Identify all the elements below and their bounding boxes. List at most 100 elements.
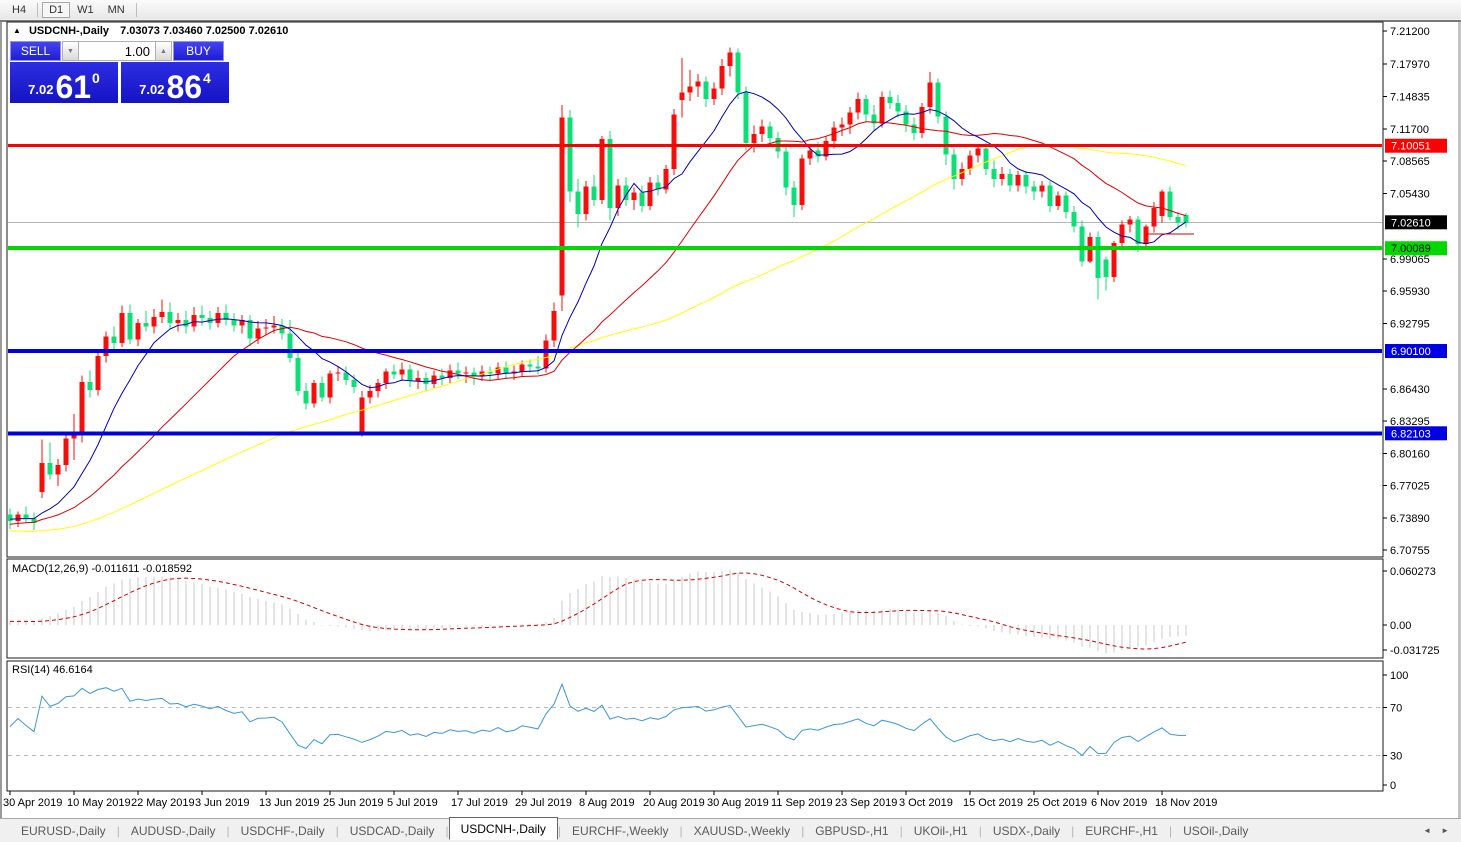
bear-candle	[127, 312, 133, 340]
volume-input[interactable]	[79, 41, 155, 61]
bull-candle	[927, 82, 933, 108]
macd-axis-label: 0.00	[1390, 620, 1411, 632]
bear-candle	[1167, 191, 1173, 218]
sell-price-button[interactable]: 7.02 61 0	[10, 62, 118, 103]
date-axis-label: 17 Jul 2019	[451, 797, 508, 809]
bull-candle	[975, 148, 981, 156]
support-line-green-badge[interactable]	[1385, 241, 1447, 256]
date-axis-label: 15 Oct 2019	[963, 797, 1023, 809]
timeframe-button-h4[interactable]: H4	[12, 3, 27, 16]
bull-candle	[999, 174, 1005, 180]
chart-tab-eurchf-weekly[interactable]: EURCHF-,Weekly	[572, 823, 669, 838]
bear-candle	[783, 151, 789, 188]
bull-candle	[695, 81, 701, 87]
chevron-down-icon: ▼	[67, 47, 74, 55]
volume-increase-button[interactable]: ▲	[155, 41, 172, 61]
price-axis-label: 6.83295	[1390, 416, 1430, 428]
chart-tab-gbpusd-h1[interactable]: GBPUSD-,H1	[815, 823, 889, 838]
bear-candle	[1183, 215, 1189, 223]
chart-tab-usdcad-daily[interactable]: USDCAD-,Daily	[349, 823, 435, 838]
bear-candle	[591, 186, 597, 200]
support-line-blue-1-badge[interactable]	[1385, 344, 1447, 359]
bull-candle	[847, 112, 853, 125]
bear-candle	[1175, 217, 1181, 223]
tab-scroll-right-icon[interactable]: ►	[1441, 826, 1449, 835]
price-axis-label: 7.11700	[1390, 124, 1429, 136]
bear-candle	[895, 103, 901, 112]
bear-candle	[8, 514, 13, 521]
bear-candle	[351, 379, 357, 388]
bull-candle	[543, 340, 549, 369]
date-axis-label: 23 Sep 2019	[835, 797, 897, 809]
bull-candle	[671, 114, 677, 169]
bear-candle	[439, 375, 445, 378]
sell-price-pip: 0	[92, 70, 100, 86]
date-axis-label: 22 May 2019	[131, 797, 195, 809]
bear-candle	[471, 372, 477, 377]
sell-price-big: 61	[55, 68, 92, 105]
bear-candle	[111, 336, 117, 343]
bull-candle	[79, 381, 85, 435]
chart-title: ▲ USDCNH-,Daily 7.03073 7.03460 7.02500 …	[13, 25, 288, 37]
bull-candle	[63, 438, 69, 466]
bear-candle	[743, 92, 749, 144]
tab-scroll-left-icon[interactable]: ◄	[1423, 826, 1432, 835]
tab-separator: |	[1071, 823, 1075, 838]
date-axis-label: 25 Jun 2019	[323, 797, 384, 809]
bear-candle	[319, 382, 325, 398]
chart-tab-usoil-daily[interactable]: USOil-,Daily	[1183, 823, 1249, 838]
date-axis-label: 3 Jun 2019	[195, 797, 249, 809]
bear-candle	[871, 114, 877, 124]
chart-tab-audusd-daily[interactable]: AUDUSD-,Daily	[130, 823, 216, 838]
bull-candle	[663, 168, 669, 190]
chart-tab-ukoil-h1[interactable]: UKOil-,H1	[913, 823, 968, 838]
bear-candle	[1063, 195, 1069, 213]
buy-button[interactable]: BUY	[173, 41, 224, 61]
price-axis-label: 6.95930	[1390, 286, 1430, 298]
bull-candle	[399, 369, 405, 375]
bull-candle	[919, 107, 925, 133]
price-axis-label: 7.21200	[1390, 26, 1430, 38]
support-line-blue-2-badge[interactable]	[1385, 426, 1447, 441]
chart-canvas[interactable]: 7.21200 7.17970 7.14835 7.11700 7.08565 7.054…	[0, 20, 1461, 818]
chart-tab-usdchf-daily[interactable]: USDCHF-,Daily	[240, 823, 325, 838]
price-axis-label: 6.99065	[1390, 254, 1430, 266]
chart-tab-eurusd-daily[interactable]: EURUSD-,Daily	[21, 823, 106, 838]
resistance-line-badge[interactable]	[1385, 138, 1447, 153]
bear-candle	[279, 325, 285, 334]
bull-candle	[631, 192, 637, 200]
chart-tab-eurchf-h1[interactable]: EURCHF-,H1	[1085, 823, 1158, 838]
collapse-panel-icon[interactable]: ▲	[13, 26, 21, 35]
bear-candle	[487, 371, 493, 374]
resistance-line-label: 7.10051	[1391, 141, 1431, 153]
bull-candle	[519, 364, 525, 372]
bear-candle	[639, 192, 645, 206]
rsi-axis-label: 0	[1390, 780, 1396, 792]
timeframe-button-d1[interactable]: D1	[42, 1, 71, 18]
timeframe-button-mn[interactable]: MN	[107, 3, 125, 16]
chart-tab-xauusd-weekly[interactable]: XAUUSD-,Weekly	[693, 823, 791, 838]
volume-decrease-button[interactable]: ▼	[62, 41, 79, 61]
bear-candle	[343, 372, 349, 380]
bear-candle	[527, 364, 533, 367]
ma-slow-line	[9, 144, 1187, 532]
timeframe-button-w1[interactable]: W1	[77, 3, 94, 16]
chart-background	[0, 20, 1461, 818]
bull-candle	[55, 465, 61, 475]
bear-candle	[287, 333, 293, 359]
sell-button[interactable]: SELL	[10, 41, 61, 61]
bull-candle	[559, 117, 565, 296]
tab-separator: |	[1168, 823, 1173, 838]
chart-tab-usdx-daily[interactable]: USDX-,Daily	[992, 823, 1061, 838]
toolbar-separator	[37, 2, 39, 17]
bull-candle	[1111, 242, 1117, 277]
bull-candle	[215, 312, 221, 324]
bear-candle	[199, 315, 205, 319]
chart-tab-usdcnh-daily[interactable]: USDCNH-,Daily	[448, 817, 558, 840]
rsi-panel-border	[6, 660, 1384, 792]
tab-separator: |	[335, 823, 339, 838]
chart-tab-bar: EURUSD-,Daily | AUDUSD-,Daily | USDCHF-,Dail…	[0, 817, 1461, 842]
bear-candle	[607, 139, 613, 208]
bull-candle	[711, 88, 717, 99]
buy-price-button[interactable]: 7.02 86 4	[121, 62, 229, 103]
